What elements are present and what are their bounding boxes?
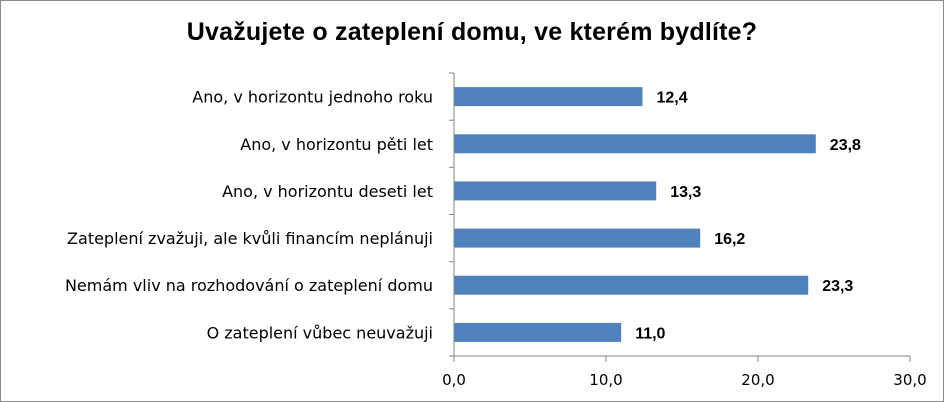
bar bbox=[454, 275, 809, 295]
data-label: 23,3 bbox=[822, 278, 853, 295]
bar bbox=[454, 322, 622, 342]
data-label: 12,4 bbox=[657, 90, 688, 107]
bar bbox=[454, 181, 657, 201]
data-label: 16,2 bbox=[714, 231, 745, 248]
bar bbox=[454, 134, 816, 154]
category-label: Zateplení zvažuji, ale kvůli financím ne… bbox=[67, 229, 433, 248]
data-label: 11,0 bbox=[635, 325, 665, 342]
data-label: 23,8 bbox=[830, 137, 861, 154]
chart-title: Uvažujete o zateplení domu, ve kterém by… bbox=[186, 18, 758, 46]
bar bbox=[454, 228, 701, 248]
category-label: Ano, v horizontu deseti let bbox=[222, 182, 433, 201]
category-label: O zateplení vůbec neuvažuji bbox=[207, 323, 433, 342]
x-tick-label: 10,0 bbox=[589, 371, 622, 389]
x-tick-label: 30,0 bbox=[893, 371, 926, 389]
category-label: Ano, v horizontu pěti let bbox=[240, 135, 433, 154]
bar bbox=[454, 87, 643, 107]
x-tick-label: 0,0 bbox=[442, 371, 466, 389]
category-label: Nemám vliv na rozhodování o zateplení do… bbox=[65, 276, 433, 295]
x-tick-label: 20,0 bbox=[741, 371, 774, 389]
category-label: Ano, v horizontu jednoho roku bbox=[192, 88, 433, 107]
data-label: 13,3 bbox=[670, 184, 701, 201]
